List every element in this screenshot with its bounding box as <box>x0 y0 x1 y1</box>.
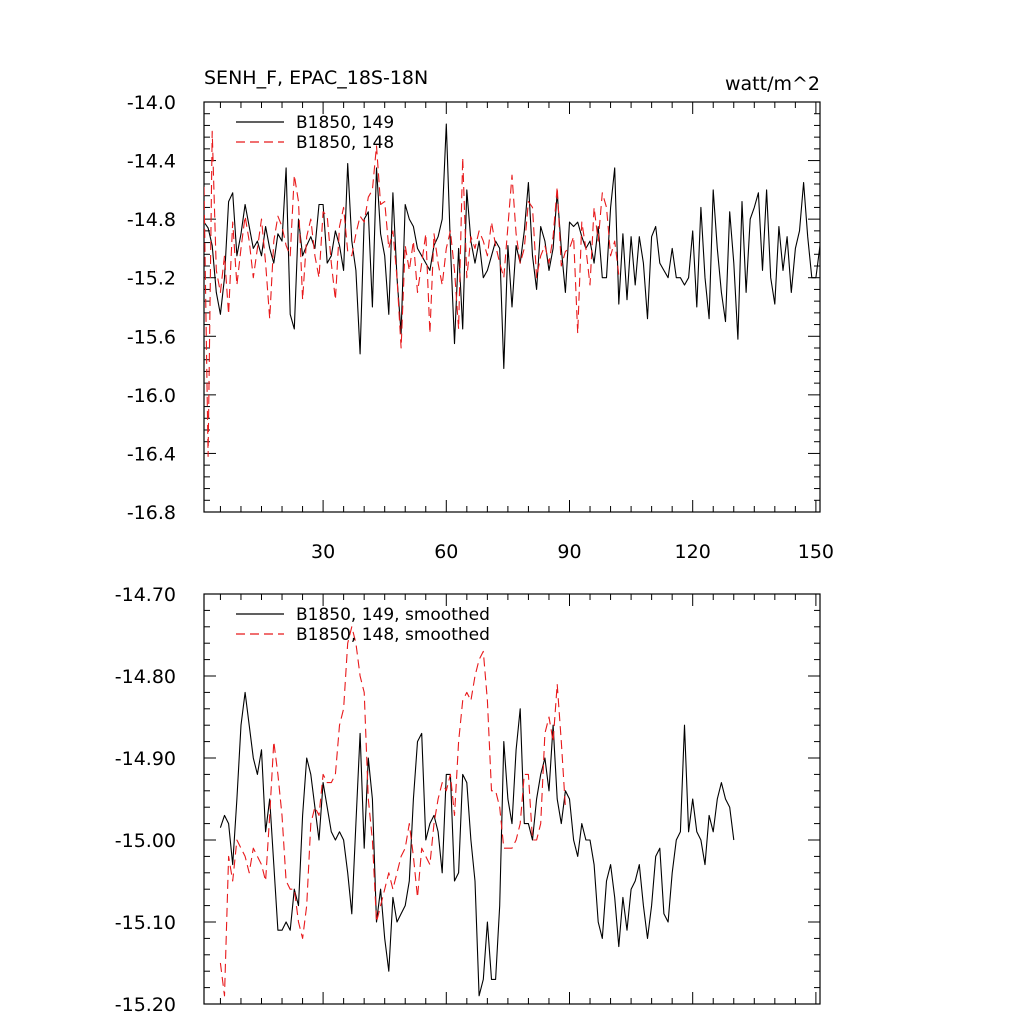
x-tick-label: 150 <box>798 541 834 563</box>
top-panel: -14.0 -14.4 -14.8 -15.2 -15.6 -16.0 -16.4 -16.8… <box>127 67 834 563</box>
y-tick-label: -15.6 <box>127 326 176 348</box>
plot-frame <box>203 101 821 513</box>
x-tick-label: 60 <box>434 541 458 563</box>
y-tick-label: -16.4 <box>127 443 176 465</box>
legend-label: B1850, 148, smoothed <box>296 625 490 645</box>
x-tick-label: 120 <box>675 541 711 563</box>
x-tick-label: 30 <box>311 541 335 563</box>
legend-label: B1850, 149, smoothed <box>296 605 490 625</box>
y-tick-label: -14.90 <box>115 748 176 770</box>
series-line-b1850-148 <box>204 130 620 457</box>
y-tick-label: -15.00 <box>115 830 176 852</box>
bottom-panel: -14.70 -14.80 -14.90 -15.00 -15.10 -15.20 B185… <box>115 584 821 1016</box>
plot-frame <box>203 593 821 1005</box>
y-tick-label: -14.80 <box>115 666 176 688</box>
y-tick-label: -15.2 <box>127 268 176 290</box>
y-tick-label: -15.10 <box>115 912 176 934</box>
legend-label: B1850, 149 <box>296 113 394 133</box>
units-label: watt/m^2 <box>725 73 820 95</box>
series-line-b1850-149 <box>204 123 820 370</box>
y-tick-label: -15.20 <box>115 994 176 1016</box>
y-tick-label: -16.0 <box>127 385 176 407</box>
y-tick-label: -14.70 <box>115 584 176 606</box>
y-tick-label: -14.0 <box>127 92 176 114</box>
chart-title: SENH_F, EPAC_18S-18N <box>204 67 428 89</box>
series-line-b1850-149 <box>219 691 735 997</box>
y-tick-label: -16.8 <box>127 502 176 524</box>
y-tick-label: -14.8 <box>127 209 176 231</box>
legend-label: B1850, 148 <box>296 133 394 153</box>
y-tick-label: -14.4 <box>127 151 176 173</box>
x-tick-label: 90 <box>557 541 581 563</box>
series-line-b1850-148 <box>219 626 566 997</box>
